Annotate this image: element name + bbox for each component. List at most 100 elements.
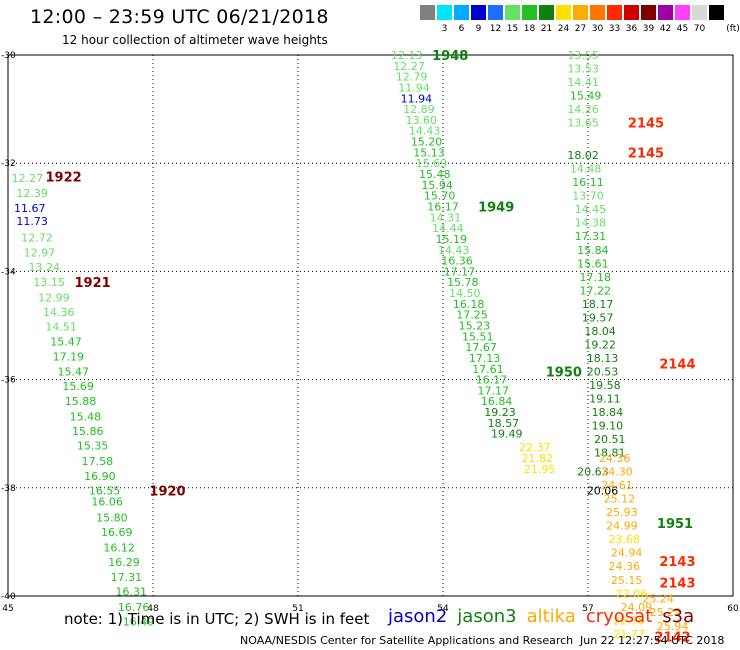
wave-height-label: 11.73 — [16, 215, 48, 228]
pass-time-label: 1920 — [149, 485, 185, 500]
wave-height-label: 17.31 — [111, 571, 143, 584]
colorbar-label: 15 — [506, 24, 519, 34]
legend-entry-s3a: s3a — [662, 606, 695, 627]
credit-line: NOAA/NESDIS Center for Satellite Applica… — [240, 634, 574, 647]
wave-height-label: 15.47 — [50, 336, 82, 349]
pass-time-label: 2144 — [659, 357, 695, 372]
wave-height-label: 14.31 — [430, 211, 462, 224]
x-tick-label: 51 — [292, 604, 303, 614]
wave-height-label: 12.89 — [403, 103, 435, 116]
wave-height-label: 14.45 — [575, 203, 607, 216]
wave-height-label: 25.94 — [657, 620, 689, 633]
pass-time-label: 1950 — [546, 365, 582, 380]
wave-height-label: 13.65 — [567, 117, 599, 130]
colorbar-swatch — [454, 5, 469, 20]
wave-height-label: 22.06 — [616, 587, 648, 600]
colorbar-swatch — [471, 5, 486, 20]
wave-height-label: 13.24 — [29, 261, 61, 274]
wave-height-label: 15.84 — [577, 244, 609, 257]
wave-height-label: 16.90 — [84, 470, 116, 483]
colorbar-swatch — [675, 5, 690, 20]
colorbar-label: 45 — [676, 24, 689, 34]
wave-height-label: 19.22 — [584, 338, 616, 351]
wave-height-label: 22.37 — [519, 441, 551, 454]
wave-height-label: 15.13 — [413, 146, 445, 159]
generated-timestamp: Jun 22 12:27:54 UTC 2018 — [580, 634, 725, 647]
wave-height-label: 16.29 — [108, 556, 140, 569]
x-tick-label: 57 — [582, 604, 593, 614]
wave-height-label: 20.63 — [577, 466, 609, 479]
colorbar-label: 39 — [642, 24, 655, 34]
wave-height-label: 15.69 — [62, 380, 94, 393]
wave-height-label: 21.77 — [613, 628, 645, 641]
colorbar-label: 70 — [693, 24, 706, 34]
wave-height-label: 15.19 — [435, 233, 467, 246]
satellite-legend: jason2 jason3 altika cryosat s3a — [388, 606, 704, 627]
wave-height-label: 12.72 — [21, 231, 53, 244]
pass-time-label: 1948 — [432, 49, 468, 64]
colorbar-swatch — [590, 5, 605, 20]
wave-height-label: 24.36 — [599, 452, 631, 465]
pass-time-label: 2143 — [659, 576, 695, 591]
wave-height-label: 17.61 — [472, 363, 504, 376]
wave-height-label: 15.48 — [419, 168, 451, 181]
legend-entry-jason3: jason3 — [457, 606, 517, 627]
pass-time-label: 1951 — [657, 517, 693, 532]
wave-height-label: 24.09 — [621, 601, 653, 614]
colorbar-swatch — [692, 5, 707, 20]
pass-time-label: 2142 — [654, 631, 690, 646]
wave-height-label: 17.22 — [580, 284, 612, 297]
wave-height-label: 16.11 — [572, 176, 604, 189]
wave-height-label: 19.49 — [491, 428, 523, 441]
colorbar-swatch — [539, 5, 554, 20]
plot-frame — [7, 54, 734, 597]
wave-height-label: 21.95 — [524, 463, 556, 476]
wave-height-label: 17.13 — [469, 352, 501, 365]
wave-height-label: 14.44 — [432, 222, 464, 235]
colorbar-swatch — [420, 5, 435, 20]
wave-height-label: 11.94 — [401, 92, 433, 105]
wave-height-label: 14.43 — [438, 244, 470, 257]
colorbar-swatch — [488, 5, 503, 20]
x-tick-label: 45 — [2, 604, 13, 614]
wave-height-label: 15.20 — [411, 136, 443, 149]
wave-height-label: 12.27 — [12, 172, 44, 185]
wave-height-label: 12.79 — [396, 71, 428, 84]
wave-height-label: 13.70 — [572, 190, 604, 203]
wave-height-label: 15.48 — [70, 410, 102, 423]
wave-height-label: 24.94 — [611, 547, 643, 560]
wave-height-label: 17.31 — [575, 230, 607, 243]
wave-height-label: 17.18 — [580, 271, 612, 284]
chart-title: 12:00 – 23:59 UTC 06/21/2018 — [30, 6, 329, 28]
wave-height-label: 16.49 — [123, 615, 155, 628]
wave-height-label: 11.67 — [14, 202, 46, 215]
wave-height-label: 16.18 — [453, 298, 485, 311]
x-tick-label: 54 — [437, 604, 449, 614]
footer-note: note: 1) Time is in UTC; 2) SWH is in fe… — [64, 610, 370, 628]
y-tick-label: -30 — [1, 51, 16, 61]
wave-height-label: 12.39 — [16, 187, 48, 200]
wave-height-label: 17.19 — [53, 350, 85, 363]
wave-height-label: 21.82 — [522, 452, 554, 465]
colorbar-label: 42 — [659, 24, 672, 34]
colorbar-label: 36 — [625, 24, 638, 34]
wave-height-label: 16.76 — [118, 601, 150, 614]
wave-height-label: 12.97 — [24, 246, 56, 259]
colorbar-swatch — [556, 5, 571, 20]
pass-time-label: 1922 — [45, 171, 81, 186]
y-tick-label: -36 — [1, 376, 16, 386]
colorbar-label: 3 — [441, 24, 448, 34]
colorbar-label: 18 — [523, 24, 536, 34]
wave-height-label: 24.99 — [606, 520, 638, 533]
wave-height-label: 18.84 — [592, 406, 624, 419]
wave-height-label: 12.99 — [38, 291, 70, 304]
wave-height-label: 19.58 — [589, 379, 621, 392]
wave-height-label: 14.50 — [449, 287, 481, 300]
y-tick-label: -40 — [1, 592, 16, 602]
wave-height-label: 19.23 — [484, 406, 516, 419]
colorbar-label: 6 — [458, 24, 465, 34]
wave-height-label: 16.84 — [481, 395, 513, 408]
wave-height-label: 14.26 — [567, 103, 599, 116]
wave-height-label: 15.61 — [577, 257, 609, 270]
colorbar-unit: (ft) — [726, 24, 740, 34]
